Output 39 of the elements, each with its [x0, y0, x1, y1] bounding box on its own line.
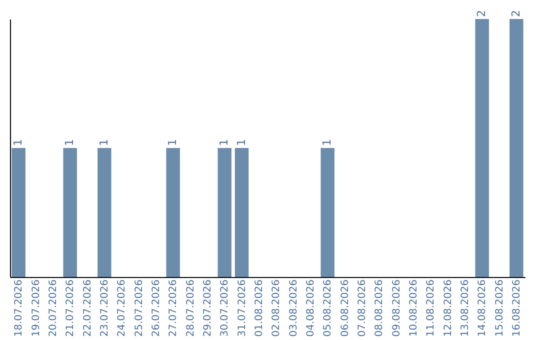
x-tick-label: 10.08.2026 — [408, 280, 420, 337]
x-tick-label: 23.07.2026 — [99, 280, 110, 337]
x-tick-label: 31.07.2026 — [236, 280, 248, 337]
x-tick-label: 25.07.2026 — [134, 280, 145, 337]
x-tick-label: 06.08.2026 — [340, 280, 351, 337]
data-label: 2 — [475, 10, 488, 17]
x-tick-label: 16.08.2026 — [511, 280, 522, 337]
x-tick-label: 21.07.2026 — [65, 280, 76, 337]
data-label: 1 — [12, 139, 25, 146]
data-label: 1 — [97, 139, 110, 146]
x-tick-label: 04.08.2026 — [305, 280, 316, 337]
x-tick-label: 03.08.2026 — [288, 280, 300, 337]
data-label: 1 — [63, 139, 76, 146]
x-tick-label: 24.07.2026 — [116, 280, 128, 337]
data-label: 2 — [509, 10, 522, 17]
x-tick-label: 13.08.2026 — [460, 280, 471, 337]
x-tick-label: 28.07.2026 — [185, 280, 196, 337]
data-label: 1 — [218, 139, 231, 146]
x-tick-label: 18.07.2026 — [14, 280, 25, 337]
x-tick-label: 08.08.2026 — [374, 280, 386, 337]
x-tick-label: 11.08.2026 — [426, 280, 437, 337]
x-tick-label: 14.08.2026 — [477, 280, 488, 337]
x-tick-label: 20.07.2026 — [48, 280, 59, 337]
data-label: 1 — [234, 139, 248, 146]
x-tick-label: 02.08.2026 — [271, 280, 282, 337]
x-tick-label: 26.07.2026 — [150, 280, 162, 337]
x-tick-label: 15.08.2026 — [494, 280, 506, 337]
data-label: 1 — [320, 139, 334, 146]
x-tick-label: 12.08.2026 — [442, 280, 454, 337]
data-label: 1 — [166, 139, 180, 146]
x-tick-label: 07.08.2026 — [356, 280, 368, 337]
x-tick-label: 30.07.2026 — [220, 280, 231, 337]
x-tick-label: 05.08.2026 — [322, 280, 334, 337]
x-tick-label: 29.07.2026 — [202, 280, 214, 337]
x-tick-label: 01.08.2026 — [254, 280, 265, 337]
x-tick-label: 27.07.2026 — [168, 280, 180, 337]
x-tick-label: 22.07.2026 — [82, 280, 94, 337]
x-tick-label: 09.08.2026 — [391, 280, 402, 337]
x-tick-label: 19.07.2026 — [30, 280, 42, 337]
